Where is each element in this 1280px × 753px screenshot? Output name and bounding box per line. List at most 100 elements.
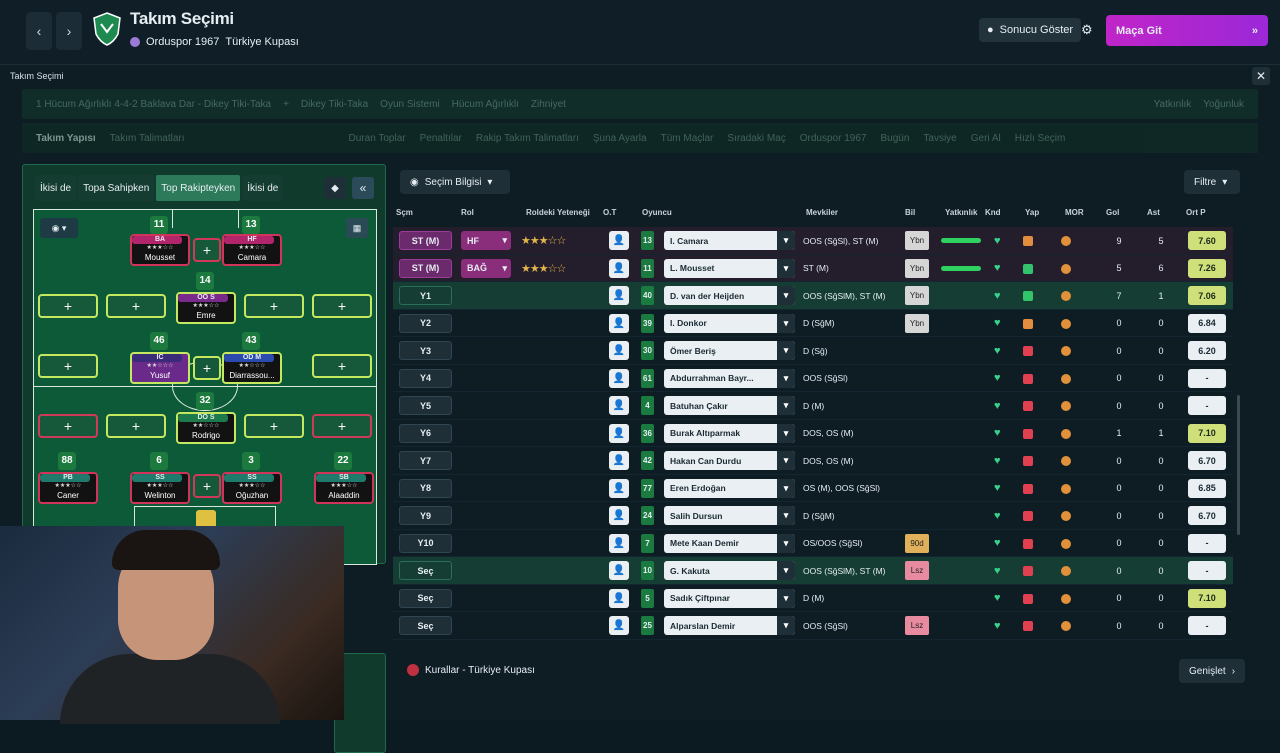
position-slot-button[interactable]: Y5 xyxy=(399,396,452,415)
player-avatar-icon[interactable]: 👤 xyxy=(609,423,629,443)
quick-pick-button[interactable]: Hızlı Seçim xyxy=(1014,132,1066,144)
player-name-select[interactable]: Salih Dursun ▾ xyxy=(664,506,795,525)
tab-out-of-possession[interactable]: Top Rakipteyken xyxy=(156,175,241,201)
player-name-select[interactable]: Mete Kaan Demir ▾ xyxy=(664,533,795,553)
col-avg-rating[interactable]: Ort P xyxy=(1186,208,1206,217)
penalties-button[interactable]: Penaltılar xyxy=(419,132,462,144)
player-avatar-icon[interactable]: 👤 xyxy=(609,258,629,278)
player-name-select[interactable]: Abdurrahman Bayr... ▾ xyxy=(664,368,795,388)
col-bil[interactable]: Bil xyxy=(905,208,916,217)
position-slot-button[interactable]: Seç xyxy=(399,561,452,580)
next-match-option[interactable]: Sıradaki Maç xyxy=(727,132,786,144)
add-player-slot[interactable]: + xyxy=(244,414,304,438)
tab-team-structure[interactable]: Takım Yapısı xyxy=(36,132,96,144)
player-avatar-icon[interactable]: 👤 xyxy=(609,506,629,525)
player-avatar-icon[interactable]: 👤 xyxy=(609,561,629,580)
player-card[interactable]: IC ★★☆☆☆ Yusuf xyxy=(130,352,190,384)
shape-icon[interactable]: ◆ xyxy=(324,177,346,199)
player-name-select[interactable]: Alparslan Demir ▾ xyxy=(664,616,795,635)
club-option[interactable]: Orduspor 1967 xyxy=(799,132,867,144)
add-player-slot[interactable]: + xyxy=(106,294,166,318)
mentality-value[interactable]: Hücum Ağırlıklı xyxy=(451,98,519,110)
player-card[interactable]: SS ★★★☆☆ Oğuzhan xyxy=(222,472,282,504)
role-select[interactable]: BAĞ ▾ xyxy=(461,258,511,278)
player-avatar-icon[interactable]: 👤 xyxy=(609,396,629,415)
position-slot-button[interactable]: Y7 xyxy=(399,451,452,470)
player-avatar-icon[interactable]: 👤 xyxy=(609,231,629,250)
opposition-instructions-button[interactable]: Rakip Takım Talimatları xyxy=(475,132,579,144)
col-role[interactable]: Rol xyxy=(461,208,474,217)
position-slot-button[interactable]: Seç xyxy=(399,588,452,608)
col-role-ability[interactable]: Roldeki Yeteneği xyxy=(526,208,590,217)
player-name-select[interactable]: Sadık Çiftpınar ▾ xyxy=(664,588,795,608)
position-slot-button[interactable]: Y6 xyxy=(399,423,452,443)
player-card[interactable]: OD M ★★☆☆☆ Diarrassou... xyxy=(222,352,282,384)
table-row[interactable]: Y2 👤 39 I. Donkor ▾ D (SğM) Ybn ♥ 0 0 6.84 xyxy=(393,310,1233,337)
scrollbar[interactable] xyxy=(1237,395,1240,535)
table-row[interactable]: Y6 👤 36 Burak Altıparmak ▾ DOS, OS (M) ♥ 1 1 7.10 xyxy=(393,420,1233,447)
player-avatar-icon[interactable]: 👤 xyxy=(609,286,629,305)
col-player[interactable]: Oyuncu xyxy=(642,208,672,217)
tab-both-2[interactable]: İkisi de xyxy=(242,175,284,201)
add-player-slot[interactable]: + xyxy=(193,356,221,380)
back-button[interactable]: ‹ xyxy=(26,12,52,50)
table-row[interactable]: Seç 👤 10 G. Kakuta ▾ OOS (SğSlM), ST (M) Lsz ♥ 0… xyxy=(393,557,1233,585)
player-name-select[interactable]: D. van der Heijden ▾ xyxy=(664,286,795,305)
col-goals[interactable]: Gol xyxy=(1106,208,1120,217)
player-avatar-icon[interactable]: 👤 xyxy=(609,313,629,333)
club-name[interactable]: Orduspor 1967 xyxy=(146,36,220,48)
table-row[interactable]: ST (M) HF ▾ ★★★☆☆ 👤 13 I. Camara ▾ OOS (SğSl), S… xyxy=(393,227,1233,255)
player-name-select[interactable]: Batuhan Çakır ▾ xyxy=(664,396,795,415)
add-tactic-icon[interactable]: + xyxy=(283,98,289,110)
position-slot-button[interactable]: ST (M) xyxy=(399,258,452,278)
player-avatar-icon[interactable]: 👤 xyxy=(609,341,629,360)
player-name-select[interactable]: Ömer Beriş ▾ xyxy=(664,341,795,360)
all-matches-option[interactable]: Tüm Maçlar xyxy=(660,132,714,144)
competition-name[interactable]: Türkiye Kupası xyxy=(225,36,299,48)
grid-icon[interactable]: ▦ xyxy=(346,218,368,238)
position-slot-button[interactable]: Y8 xyxy=(399,478,452,498)
position-slot-button[interactable]: Y1 xyxy=(399,286,452,305)
add-player-slot[interactable]: + xyxy=(38,294,98,318)
player-card[interactable]: HF ★★★☆☆ Camara xyxy=(222,234,282,266)
player-avatar-icon[interactable]: 👤 xyxy=(609,451,629,470)
tab-both[interactable]: İkisi de xyxy=(35,175,77,201)
table-row[interactable]: Y8 👤 77 Eren Erdoğan ▾ OS (M), OOS (SğSl) ♥ 0 0 6… xyxy=(393,475,1233,502)
player-avatar-icon[interactable]: 👤 xyxy=(609,616,629,635)
gear-icon[interactable]: ⚙ xyxy=(1081,22,1093,37)
add-player-slot[interactable]: + xyxy=(312,294,372,318)
expand-button[interactable]: Genişlet › xyxy=(1179,659,1245,683)
player-card[interactable]: BA ★★★☆☆ Mousset xyxy=(130,234,190,266)
col-selection[interactable]: Sçm xyxy=(396,208,413,217)
tactic-select[interactable]: 1 Hücum Ağırlıklı 4-4-2 Baklava Dar - Di… xyxy=(36,98,272,110)
table-row[interactable]: Y4 👤 61 Abdurrahman Bayr... ▾ OOS (SğSl) ♥ 0 0 - xyxy=(393,365,1233,392)
add-player-slot[interactable]: + xyxy=(193,238,221,262)
filter-button[interactable]: Filtre ▾ xyxy=(1184,170,1240,194)
role-select[interactable]: HF ▾ xyxy=(461,231,511,250)
col-positions[interactable]: Mevkiler xyxy=(806,208,839,217)
player-card[interactable]: OO S ★★★☆☆ Emre xyxy=(176,292,236,324)
advice-button[interactable]: Tavsiye xyxy=(923,132,957,144)
undo-button[interactable]: Geri Al xyxy=(970,132,1001,144)
player-name-select[interactable]: Eren Erdoğan ▾ xyxy=(664,478,795,498)
col-familiarity[interactable]: Yatkınlık xyxy=(945,208,978,217)
table-row[interactable]: Y1 👤 40 D. van der Heijden ▾ OOS (SğSlM), ST … xyxy=(393,282,1233,310)
show-result-button[interactable]: ● Sonucu Göster xyxy=(979,18,1082,42)
col-condition[interactable]: Knd xyxy=(985,208,1001,217)
table-row[interactable]: ST (M) BAĞ ▾ ★★★☆☆ 👤 11 L. Mousset ▾ ST (M) Ybn ♥ 5… xyxy=(393,254,1233,282)
tab-team-instructions[interactable]: Takım Talimatları xyxy=(109,132,185,144)
forward-button[interactable]: › xyxy=(56,12,82,50)
player-card[interactable]: DO S ★★☆☆☆ Rodrigo xyxy=(176,412,236,444)
add-player-slot[interactable]: + xyxy=(244,294,304,318)
position-slot-button[interactable]: Y10 xyxy=(399,533,452,553)
player-name-select[interactable]: G. Kakuta ▾ xyxy=(664,561,795,580)
player-name-select[interactable]: L. Mousset ▾ xyxy=(664,258,795,278)
table-row[interactable]: Y9 👤 24 Salih Dursun ▾ D (SğM) ♥ 0 0 6.70 xyxy=(393,502,1233,530)
position-slot-button[interactable]: Y3 xyxy=(399,341,452,360)
table-row[interactable]: Y5 👤 4 Batuhan Çakır ▾ D (M) ♥ 0 0 - xyxy=(393,392,1233,420)
player-card[interactable]: SB ★★★☆☆ Alaaddin xyxy=(314,472,374,504)
collapse-icon[interactable]: « xyxy=(352,177,374,199)
table-row[interactable]: Seç 👤 25 Alparslan Demir ▾ OOS (SğSl) Lsz ♥ 0 0 - xyxy=(393,612,1233,640)
style-value[interactable]: Dikey Tiki-Taka xyxy=(300,98,369,110)
player-avatar-icon[interactable]: 👤 xyxy=(609,368,629,388)
